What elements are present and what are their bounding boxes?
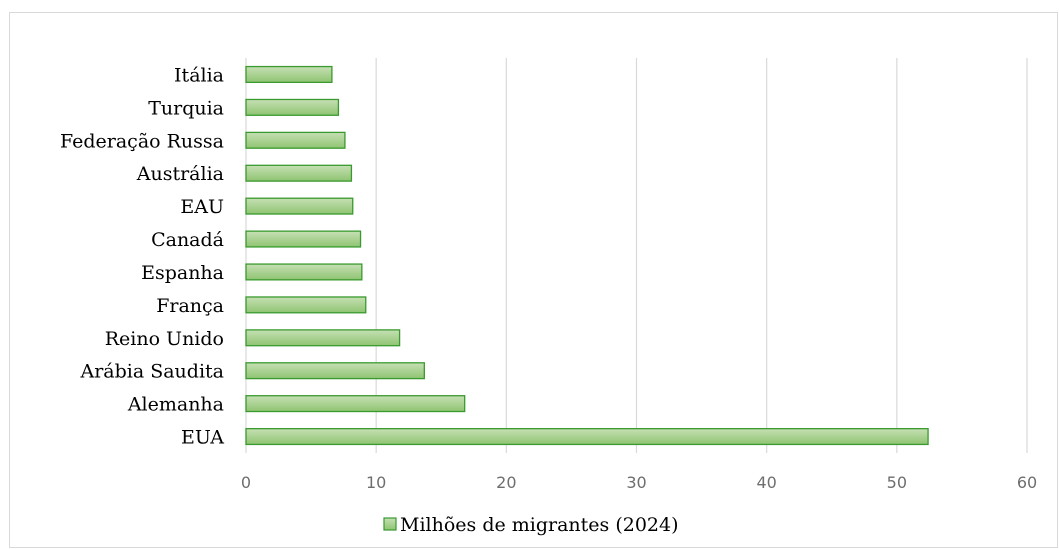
- x-tick-label: 20: [496, 473, 516, 492]
- category-labels: Itália Turquia Federação Russa Austrália EAU…: [60, 64, 224, 448]
- x-tick-label: 0: [241, 473, 251, 492]
- bar: [245, 98, 340, 116]
- legend-swatch: [383, 517, 397, 531]
- bar: [245, 197, 354, 215]
- category-label: Arábia Saudita: [79, 361, 224, 383]
- category-label: França: [156, 295, 224, 317]
- category-label: Austrália: [136, 163, 224, 185]
- category-label: EUA: [181, 427, 224, 449]
- bar: [245, 230, 362, 248]
- bar: [245, 263, 363, 281]
- gridlines: [245, 58, 1028, 453]
- bar: [245, 329, 401, 347]
- x-tick-label: 50: [887, 473, 907, 492]
- x-tick-label: 60: [1017, 473, 1037, 492]
- category-label: EAU: [180, 196, 224, 218]
- category-label: Federação Russa: [60, 130, 224, 152]
- x-axis-tick-labels: 0 10 20 30 40 50 60: [241, 473, 1037, 492]
- legend: Milhões de migrantes (2024): [383, 514, 679, 536]
- bar: [245, 65, 333, 84]
- bar: [245, 362, 425, 380]
- x-tick-label: 30: [626, 473, 646, 492]
- bar: [245, 131, 346, 149]
- category-label: Turquia: [148, 97, 224, 119]
- category-label: Itália: [174, 64, 224, 86]
- category-label: Alemanha: [127, 394, 224, 416]
- bar-chart: Itália Turquia Federação Russa Austrália EAU…: [60, 58, 1037, 536]
- x-tick-label: 40: [756, 473, 776, 492]
- chart-frame: Itália Turquia Federação Russa Austrália EAU…: [9, 12, 1058, 548]
- category-label: Reino Unido: [105, 328, 224, 350]
- category-label: Espanha: [141, 262, 224, 284]
- bar: [245, 164, 353, 182]
- category-label: Canadá: [151, 229, 224, 251]
- x-tick-label: 10: [366, 473, 386, 492]
- legend-label: Milhões de migrantes (2024): [400, 514, 679, 536]
- bar: [245, 395, 466, 413]
- bars: [245, 65, 929, 446]
- bar: [245, 296, 367, 314]
- bar: [245, 427, 929, 446]
